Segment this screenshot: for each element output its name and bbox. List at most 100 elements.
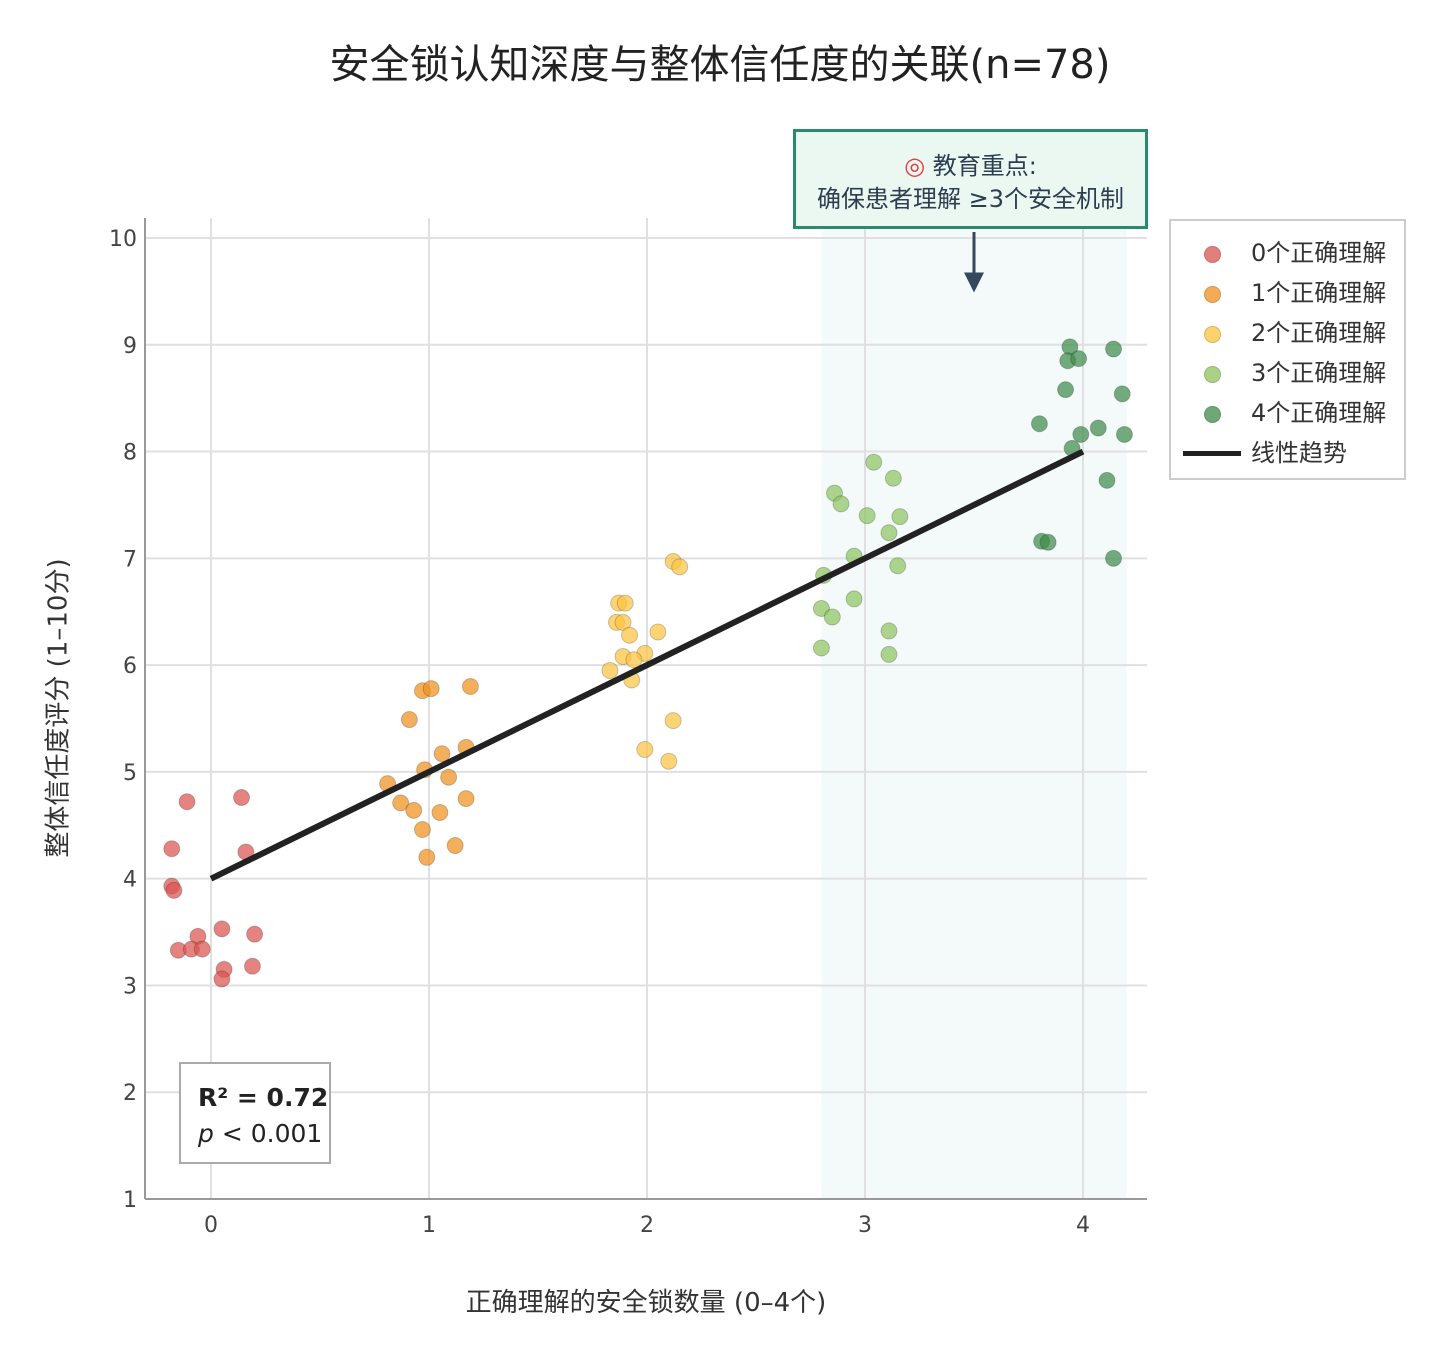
x-axis-label: 正确理解的安全锁数量 (0–4个) — [465, 1288, 827, 1318]
data-point-series-2 — [671, 558, 689, 576]
p-value: p < 0.001 — [198, 1116, 329, 1152]
y-axis-label: 整体信任度评分 (1–10分) — [43, 558, 74, 858]
data-point-series-1 — [422, 680, 440, 698]
legend-label: 4个正确理解 — [1251, 399, 1387, 427]
legend-item: 线性趋势 — [1171, 433, 1401, 473]
legend-label: 2个正确理解 — [1251, 319, 1387, 347]
data-point-series-4 — [1039, 533, 1057, 551]
data-point-series-3 — [832, 495, 850, 513]
data-point-series-3 — [812, 600, 830, 618]
data-point-series-2 — [649, 623, 667, 641]
data-point-series-1 — [461, 677, 479, 695]
x-tick-label: 1 — [422, 1213, 436, 1238]
annotation-line1: 教育重点: — [932, 152, 1037, 180]
data-point-series-1 — [392, 794, 410, 812]
data-point-series-4 — [1089, 419, 1107, 437]
y-tick-label: 2 — [123, 1081, 137, 1106]
trend-line — [209, 448, 1085, 882]
x-tick-label: 3 — [858, 1213, 872, 1238]
data-point-series-2 — [636, 740, 654, 758]
data-point-series-2 — [601, 661, 619, 679]
data-point-series-0 — [163, 840, 181, 858]
data-point-series-0 — [233, 789, 251, 807]
data-point-series-3 — [884, 469, 902, 487]
data-point-series-3 — [891, 508, 909, 526]
legend-label: 0个正确理解 — [1251, 239, 1387, 267]
stats-box: R² = 0.72 p < 0.001 — [179, 1062, 331, 1164]
y-tick-label: 3 — [123, 974, 137, 999]
data-point-series-1 — [431, 803, 449, 821]
legend-item: 1个正确理解 — [1171, 273, 1401, 313]
legend-item: 3个正确理解 — [1171, 353, 1401, 393]
annotation-line2: 确保患者理解 ≥3个安全机制 — [816, 185, 1124, 213]
legend-marker-line — [1183, 451, 1241, 456]
data-point-series-2 — [621, 626, 639, 644]
data-point-series-0 — [193, 940, 211, 958]
data-point-series-2 — [660, 752, 678, 770]
legend-marker-dot — [1204, 286, 1221, 303]
data-point-series-3 — [880, 622, 898, 640]
data-point-series-4 — [1072, 425, 1090, 443]
legend: 0个正确理解 1个正确理解 2个正确理解 3个正确理解 4个正确理解 线性趋势 — [1169, 219, 1406, 480]
p-label: p — [198, 1119, 214, 1148]
legend-label: 线性趋势 — [1251, 439, 1347, 467]
data-point-series-0 — [178, 793, 196, 811]
r-squared: R² = 0.72 — [198, 1083, 329, 1112]
p-rest: < 0.001 — [213, 1119, 323, 1148]
legend-marker-dot — [1204, 246, 1221, 263]
chart-title: 安全锁认知深度与整体信任度的关联(n=78) — [329, 42, 1111, 88]
data-point-series-0 — [213, 920, 231, 938]
data-point-series-1 — [433, 745, 451, 763]
data-point-series-4 — [1030, 415, 1048, 433]
y-tick-label: 8 — [123, 441, 137, 466]
data-point-series-4 — [1115, 425, 1133, 443]
data-point-series-3 — [858, 507, 876, 525]
data-point-series-0 — [246, 925, 264, 943]
data-point-series-2 — [664, 712, 682, 730]
legend-label: 3个正确理解 — [1251, 359, 1387, 387]
data-point-series-0 — [165, 881, 183, 899]
legend-item: 4个正确理解 — [1171, 393, 1401, 433]
target-icon: ◎ — [904, 152, 926, 180]
data-point-series-4 — [1105, 340, 1123, 358]
data-point-series-4 — [1098, 471, 1116, 489]
highlight-band — [821, 218, 1127, 1199]
data-point-series-1 — [418, 848, 436, 866]
y-tick-label: 9 — [123, 334, 137, 359]
y-tick-label: 4 — [123, 868, 137, 893]
legend-item: 0个正确理解 — [1171, 233, 1401, 273]
annotation-box: ◎ 教育重点: 确保患者理解 ≥3个安全机制 — [793, 129, 1148, 229]
data-point-series-1 — [413, 821, 431, 839]
y-tick-label: 1 — [123, 1188, 137, 1213]
data-point-series-1 — [400, 711, 418, 729]
y-tick-label: 7 — [123, 547, 137, 572]
data-point-series-1 — [457, 790, 475, 808]
legend-marker-dot — [1204, 326, 1221, 343]
y-tick-label: 6 — [123, 654, 137, 679]
data-point-series-3 — [880, 524, 898, 542]
x-tick-label: 2 — [640, 1213, 654, 1238]
data-point-series-4 — [1105, 549, 1123, 567]
legend-marker-dot — [1204, 366, 1221, 383]
legend-marker-dot — [1204, 406, 1221, 423]
y-tick-label: 5 — [123, 761, 137, 786]
data-point-series-3 — [889, 557, 907, 575]
y-tick-label: 10 — [109, 227, 137, 252]
data-point-series-2 — [625, 651, 643, 669]
x-tick-label: 0 — [204, 1213, 218, 1238]
data-point-series-2 — [614, 613, 632, 631]
data-point-series-2 — [616, 594, 634, 612]
data-point-series-4 — [1057, 381, 1075, 399]
data-point-series-0 — [213, 970, 231, 988]
data-point-series-0 — [243, 957, 261, 975]
data-point-series-3 — [865, 453, 883, 471]
data-point-series-3 — [880, 645, 898, 663]
data-point-series-1 — [446, 837, 464, 855]
x-tick-label: 4 — [1076, 1213, 1090, 1238]
data-point-series-3 — [812, 639, 830, 657]
data-point-series-3 — [845, 590, 863, 608]
data-point-series-1 — [405, 801, 423, 819]
data-point-series-3 — [823, 608, 841, 626]
